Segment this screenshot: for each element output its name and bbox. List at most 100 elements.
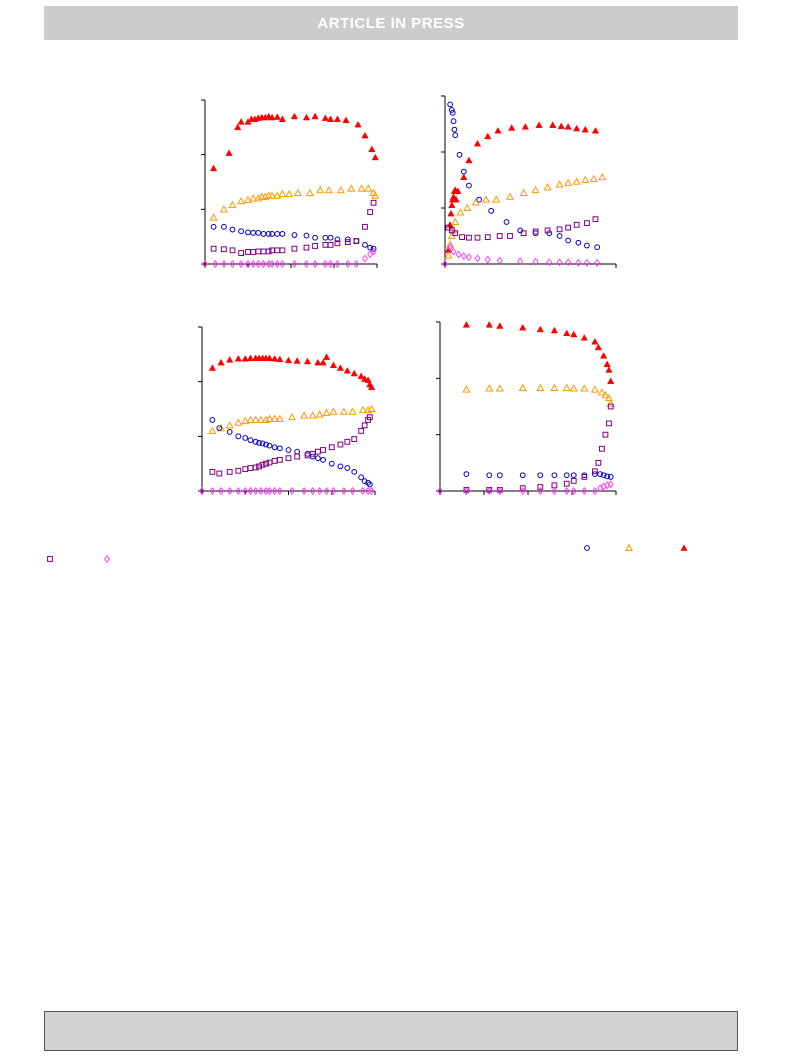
data-point-open-triangle bbox=[550, 383, 559, 391]
data-point-circle bbox=[304, 450, 311, 457]
data-point-diamond bbox=[565, 258, 572, 267]
data-point-circle bbox=[276, 445, 283, 452]
data-point-filled-triangle bbox=[521, 123, 529, 130]
data-point-filled-triangle bbox=[448, 201, 456, 209]
data-point-filled-triangle bbox=[563, 329, 571, 337]
data-point-diamond bbox=[486, 487, 493, 495]
data-point-square bbox=[312, 243, 318, 249]
data-point-filled-triangle bbox=[209, 164, 218, 172]
data-point-open-triangle bbox=[324, 185, 333, 194]
data-point-circle bbox=[570, 472, 577, 479]
data-point-diamond bbox=[199, 487, 205, 495]
data-point-diamond bbox=[257, 487, 264, 495]
data-point-diamond bbox=[218, 487, 224, 495]
data-point-open-triangle bbox=[278, 189, 287, 198]
data-point-diamond bbox=[465, 253, 472, 262]
data-point-filled-triangle bbox=[536, 325, 544, 333]
data-point-square bbox=[519, 485, 526, 492]
data-point-diamond bbox=[563, 487, 570, 495]
data-point-circle bbox=[358, 474, 365, 481]
data-point-square bbox=[259, 461, 266, 468]
data-point-circle bbox=[532, 230, 539, 237]
data-point-square bbox=[315, 448, 321, 455]
data-point-open-triangle bbox=[505, 192, 515, 200]
data-point-filled-triangle bbox=[607, 377, 615, 384]
series-open-triangle bbox=[444, 172, 607, 259]
data-point-open-triangle bbox=[581, 175, 590, 184]
data-point-square bbox=[556, 226, 563, 233]
data-point-circle bbox=[334, 236, 341, 243]
data-point-circle bbox=[209, 417, 216, 423]
data-point-circle bbox=[294, 448, 301, 455]
data-point-diamond bbox=[238, 260, 245, 268]
data-point-circle bbox=[242, 435, 249, 441]
series-circle bbox=[209, 417, 373, 488]
data-point-open-triangle bbox=[606, 399, 615, 407]
data-point-diamond bbox=[556, 258, 563, 267]
data-point-circle bbox=[365, 479, 371, 486]
data-point-diamond bbox=[532, 257, 539, 266]
data-point-square bbox=[279, 247, 286, 254]
data-point-open-triangle bbox=[462, 385, 471, 393]
data-point-filled-triangle bbox=[241, 354, 249, 362]
data-point-circle bbox=[367, 244, 374, 251]
data-point-circle bbox=[327, 234, 334, 241]
data-point-circle bbox=[337, 463, 344, 470]
series-filled-triangle bbox=[209, 112, 379, 172]
data-point-diamond bbox=[474, 254, 481, 263]
data-point-diamond bbox=[359, 487, 366, 495]
data-point-square bbox=[563, 480, 570, 487]
data-point-filled-triangle bbox=[268, 113, 276, 121]
scatter-panel-1 bbox=[201, 99, 380, 268]
data-point-diamond bbox=[344, 260, 351, 268]
data-point-filled-triangle bbox=[570, 330, 578, 338]
data-point-open-triangle bbox=[237, 196, 246, 205]
data-point-open-triangle bbox=[208, 426, 217, 434]
data-point-square bbox=[274, 247, 281, 254]
series-diamond bbox=[202, 247, 377, 268]
data-point-filled-triangle bbox=[564, 123, 572, 130]
data-point-circle bbox=[269, 231, 275, 237]
data-point-square bbox=[344, 438, 351, 445]
data-point-open-triangle bbox=[481, 195, 491, 203]
data-point-filled-triangle bbox=[535, 121, 543, 128]
data-point-square bbox=[602, 431, 609, 438]
data-point-diamond bbox=[368, 487, 375, 495]
data-point-filled-triangle bbox=[603, 360, 611, 368]
data-point-filled-triangle bbox=[465, 156, 473, 164]
data-point-circle bbox=[315, 455, 321, 462]
data-point-square bbox=[328, 444, 335, 451]
data-point-square bbox=[256, 463, 262, 470]
legend-circle-icon bbox=[584, 545, 590, 551]
data-point-circle bbox=[581, 472, 588, 479]
data-point-diamond bbox=[581, 487, 588, 495]
data-point-square bbox=[370, 199, 377, 206]
data-point-filled-triangle bbox=[265, 354, 274, 361]
data-point-diamond bbox=[496, 487, 503, 495]
data-point-square bbox=[544, 227, 551, 234]
data-point-square bbox=[263, 460, 269, 467]
data-point-square bbox=[229, 247, 236, 254]
data-point-circle bbox=[451, 126, 458, 133]
data-point-circle bbox=[320, 456, 327, 463]
data-point-open-triangle bbox=[316, 185, 325, 194]
data-point-filled-triangle bbox=[322, 353, 331, 360]
data-point-circle bbox=[210, 223, 217, 230]
data-point-diamond bbox=[447, 243, 454, 252]
data-point-circle bbox=[366, 481, 373, 488]
data-point-square bbox=[591, 468, 598, 475]
data-point-diamond bbox=[455, 250, 462, 259]
data-point-diamond bbox=[226, 487, 233, 495]
data-point-open-triangle bbox=[463, 203, 472, 212]
data-point-open-triangle bbox=[209, 213, 218, 221]
data-point-square bbox=[551, 482, 558, 489]
data-point-square bbox=[221, 246, 227, 253]
data-point-open-triangle bbox=[300, 411, 309, 419]
data-point-open-triangle bbox=[336, 185, 345, 194]
data-point-open-triangle bbox=[495, 384, 504, 392]
data-point-diamond bbox=[546, 258, 553, 267]
data-point-diamond bbox=[583, 258, 590, 267]
series-filled-triangle bbox=[462, 321, 615, 384]
data-point-filled-triangle bbox=[321, 114, 330, 121]
data-point-circle bbox=[285, 447, 292, 453]
